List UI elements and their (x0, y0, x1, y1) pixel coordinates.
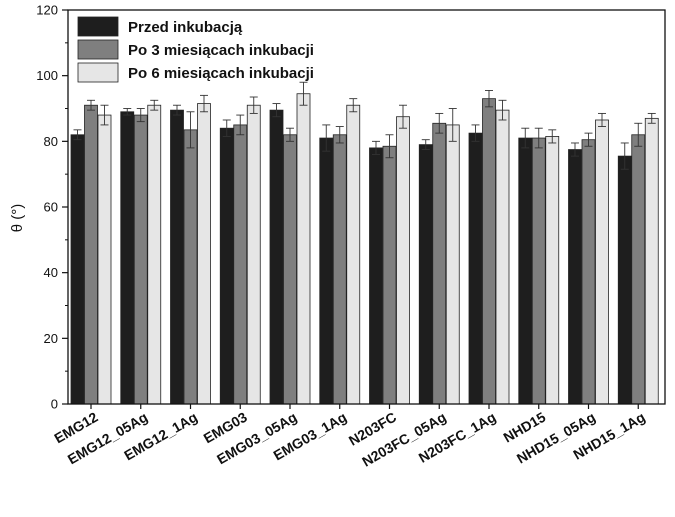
bar (70, 134, 85, 405)
bar (233, 124, 248, 405)
x-tick-label: N203FC_05Ag (359, 409, 449, 470)
bar (581, 139, 596, 405)
bar (568, 149, 582, 405)
y-tick-label: 60 (44, 200, 58, 215)
bar (332, 134, 347, 405)
bar (84, 104, 98, 405)
bar (246, 104, 261, 405)
bar (518, 137, 533, 405)
legend-label: Po 6 miesiącach inkubacji (128, 65, 314, 82)
bar (595, 119, 609, 405)
bar (468, 132, 483, 405)
y-tick-label: 80 (44, 134, 58, 149)
bar (296, 93, 311, 405)
bar (382, 145, 397, 405)
y-tick-label: 40 (44, 265, 58, 280)
bar (219, 127, 234, 405)
bar (319, 137, 334, 405)
bar (545, 136, 560, 405)
bar (418, 144, 433, 405)
bar (482, 98, 496, 405)
bar (269, 109, 284, 405)
bar (495, 109, 510, 405)
bar (120, 111, 135, 405)
y-tick-label: 100 (36, 68, 58, 83)
legend-swatch (77, 39, 119, 60)
bar (369, 147, 383, 405)
bar (346, 104, 361, 405)
legend-swatch (77, 62, 119, 83)
bar (170, 109, 184, 405)
bar (631, 134, 646, 405)
bar (147, 104, 162, 405)
bar (531, 137, 546, 405)
bar (396, 116, 410, 405)
legend-label: Przed inkubacją (128, 19, 243, 36)
bar (617, 155, 632, 405)
bar (283, 134, 297, 405)
y-axis-label: θ (°) (9, 204, 26, 233)
bar (97, 114, 112, 405)
bar (183, 129, 198, 405)
y-tick-label: 120 (36, 3, 58, 18)
y-tick-label: 20 (44, 331, 58, 346)
bar (432, 122, 447, 405)
y-tick-label: 0 (51, 397, 58, 412)
bar (133, 114, 148, 405)
legend-swatch (77, 16, 119, 37)
legend-label: Po 3 miesiącach inkubacji (128, 42, 314, 59)
bar (445, 124, 460, 405)
bar (197, 103, 211, 405)
bar (644, 117, 659, 405)
